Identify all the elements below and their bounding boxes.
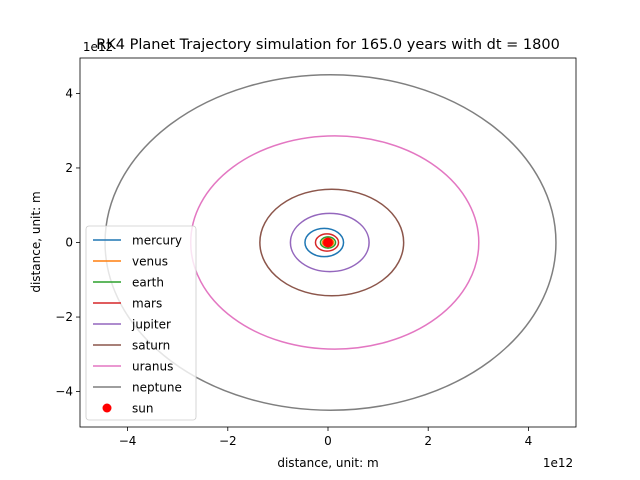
legend-label-neptune: neptune: [132, 381, 182, 395]
x-offset-label: 1e12: [543, 456, 573, 470]
orbit-mars: [314, 233, 340, 252]
legend-box: [85, 225, 197, 421]
y-axis-ticks: −4 −2 0 2 4: [55, 86, 80, 399]
legend-label-saturn: saturn: [132, 339, 170, 353]
legend-swatch-sun: [102, 403, 112, 413]
y-tick-label: 2: [65, 161, 73, 175]
legend: mercury venus earth mars jupiter saturn uranus…: [85, 225, 197, 421]
x-tick-label: −2: [219, 434, 237, 448]
y-axis-label: distance, unit: m: [29, 191, 43, 292]
legend-label-jupiter: jupiter: [131, 318, 171, 332]
legend-label-mercury: mercury: [132, 234, 182, 248]
orbit-saturn: [259, 188, 405, 297]
legend-label-mars: mars: [132, 297, 162, 311]
legend-label-sun: sun: [132, 402, 153, 416]
x-tick-label: 0: [324, 434, 332, 448]
x-tick-label: 2: [424, 434, 432, 448]
x-axis-ticks: −4 −2 0 2 4: [119, 427, 532, 448]
y-offset-label: 1e12: [83, 40, 113, 54]
sun-marker: [323, 237, 333, 248]
legend-label-venus: venus: [132, 255, 168, 269]
orbit-earth: [319, 236, 337, 249]
y-tick-label: −2: [55, 310, 73, 324]
legend-label-uranus: uranus: [132, 360, 173, 374]
x-tick-label: −4: [119, 434, 137, 448]
chart-title: RK4 Planet Trajectory simulation for 165…: [96, 37, 560, 53]
x-axis-label: distance, unit: m: [277, 456, 378, 470]
orbit-mercury: [304, 227, 345, 258]
y-tick-label: 0: [65, 236, 73, 250]
orbit-jupiter: [289, 212, 370, 273]
y-tick-label: −4: [55, 385, 73, 399]
y-tick-label: 4: [65, 86, 73, 100]
x-tick-label: 4: [525, 434, 533, 448]
legend-label-earth: earth: [132, 276, 164, 290]
